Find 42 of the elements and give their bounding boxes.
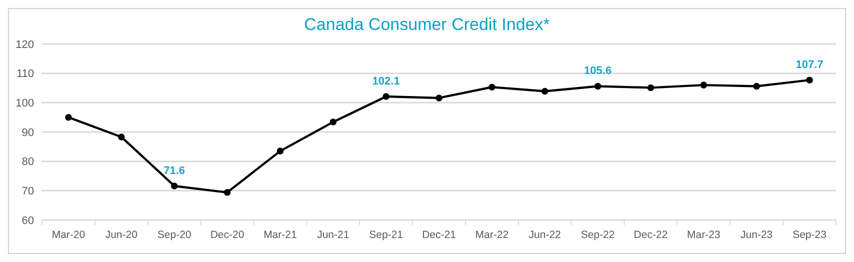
y-tick-label: 90 (22, 126, 34, 139)
x-tick-label: Jun-20 (105, 229, 138, 241)
point (541, 88, 548, 95)
data-label: 71.6 (164, 164, 186, 177)
x-tick-label: Mar-21 (264, 229, 297, 241)
x-tick-label: Sep-23 (792, 229, 827, 241)
y-tick-label: 120 (16, 38, 34, 51)
point (436, 94, 442, 102)
x-tick-label: Sep-22 (580, 229, 615, 241)
x-tick-label: Sep-21 (369, 229, 404, 241)
x-tick-label: Jun-22 (528, 229, 562, 241)
point (753, 82, 760, 90)
point (382, 93, 390, 100)
data-label: 102.1 (372, 76, 400, 88)
x-tick-label: Jun-23 (740, 229, 773, 241)
data-label: 107.7 (796, 59, 824, 72)
x-tick-label: Sep-20 (157, 229, 192, 241)
point (65, 114, 72, 121)
chart-title: Canada Consumer Credit Index* (304, 15, 550, 34)
point (276, 148, 284, 154)
x-tick-label: Dec-21 (422, 229, 456, 241)
data-label: 105.6 (584, 65, 612, 78)
x-tick-label: Jun-21 (317, 229, 350, 241)
point (224, 189, 231, 196)
y-tick-label: 70 (22, 186, 34, 198)
point (118, 134, 125, 140)
y-tick-label: 100 (16, 98, 34, 110)
x-tick-label: Mar-20 (52, 229, 86, 241)
x-tick-label: Mar-23 (687, 229, 720, 241)
point (170, 182, 178, 190)
y-tick-label: 80 (22, 156, 34, 168)
y-tick-label: 110 (16, 68, 34, 80)
y-tick-label: 60 (22, 214, 34, 227)
point (488, 84, 496, 90)
point (700, 82, 708, 88)
point (806, 76, 813, 84)
x-tick-label: Mar-22 (475, 229, 509, 241)
point (330, 118, 337, 126)
x-tick-label: Dec-20 (210, 229, 244, 241)
x-tick-label: Dec-22 (634, 229, 668, 241)
point (647, 84, 654, 92)
point (594, 82, 602, 90)
